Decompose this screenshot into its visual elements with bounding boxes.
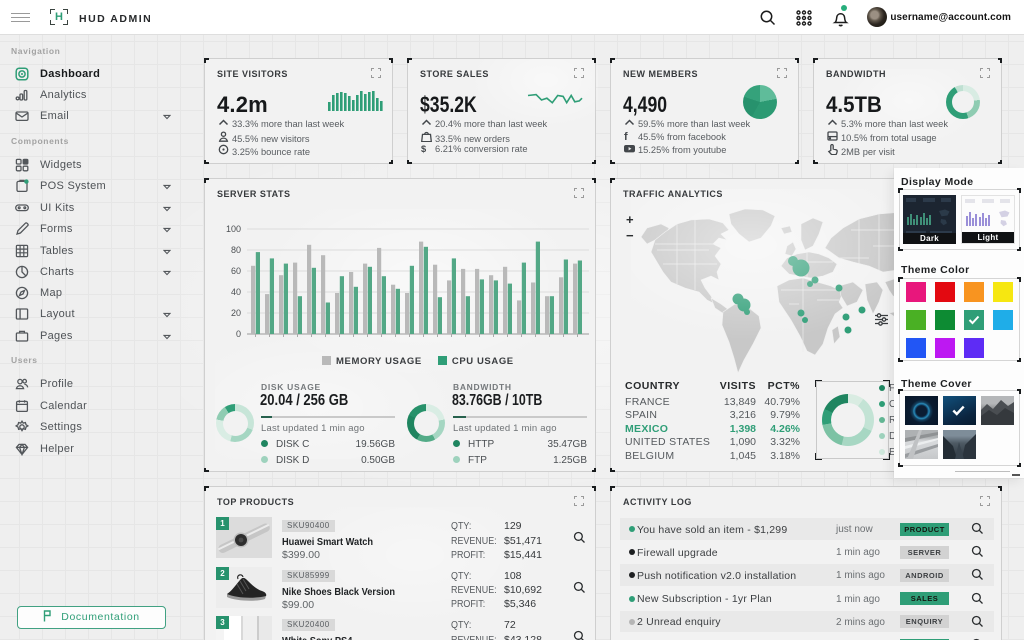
svg-text:20: 20	[231, 308, 241, 318]
svg-text:100: 100	[226, 224, 241, 234]
svg-text:40: 40	[231, 287, 241, 297]
svg-text:80: 80	[231, 245, 241, 255]
svg-text:60: 60	[231, 266, 241, 276]
svg-text:0: 0	[236, 329, 241, 339]
